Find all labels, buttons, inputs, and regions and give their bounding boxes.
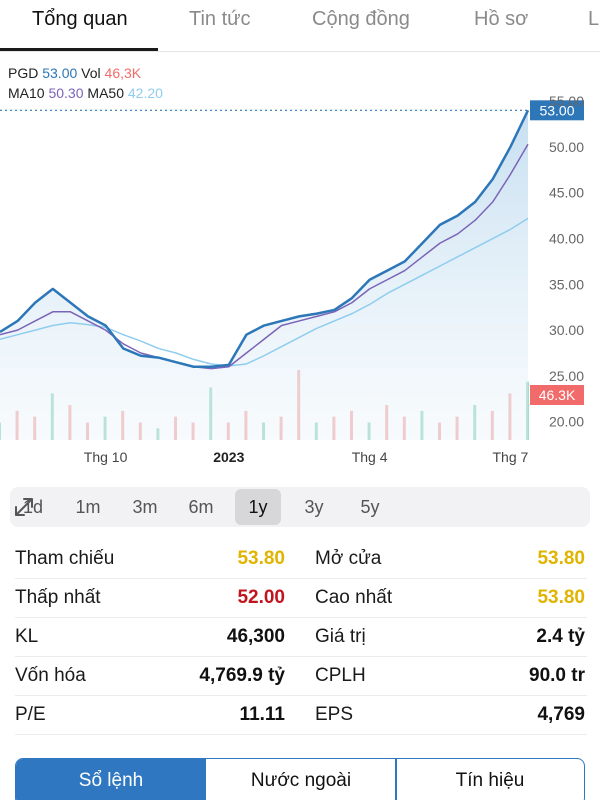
- y-tick-label: 55.00: [549, 93, 584, 109]
- legend-ma10-value: 50.30: [48, 85, 84, 101]
- y-tick-label: 20.00: [549, 414, 584, 430]
- stats-row: Tham chiếu 53.80 Mở cửa 53.80: [15, 540, 587, 579]
- stat-value: 53.80: [237, 548, 285, 569]
- tab-more[interactable]: L: [588, 8, 600, 30]
- stats-row: Thấp nhất 52.00 Cao nhất 53.80: [15, 579, 587, 618]
- tab-ho-so[interactable]: Hồ sơ: [474, 8, 529, 30]
- legend-line-2: MA10 50.30 MA50 42.20: [8, 84, 163, 102]
- stat-label: P/E: [15, 704, 46, 725]
- range-3y[interactable]: 3y: [304, 497, 324, 517]
- y-tick-label: 40.00: [549, 231, 584, 247]
- y-tick-label: 35.00: [549, 276, 584, 292]
- bottom-segmented-control: Sổ lệnh Nước ngoài Tín hiệu: [15, 758, 585, 800]
- stat-value: 53.80: [537, 587, 585, 608]
- y-tick-label: 30.00: [549, 322, 584, 338]
- price-line: [0, 109, 530, 368]
- stat-value: 2.4 tỷ: [536, 626, 585, 647]
- stat-value: 53.80: [537, 548, 585, 569]
- range-6m[interactable]: 6m: [188, 497, 214, 517]
- stats-row: KL 46,300 Giá trị 2.4 tỷ: [15, 618, 587, 657]
- price-area: [0, 110, 528, 440]
- expand-icon[interactable]: [10, 493, 38, 521]
- range-selector: 1d 1m 3m 6m 1y 3y 5y: [10, 487, 590, 527]
- ma50-line: [0, 217, 529, 367]
- segment-divider: [395, 759, 397, 800]
- active-tab-underline: [0, 48, 158, 51]
- stat-label: Giá trị: [315, 626, 366, 647]
- stat-value: 4,769: [537, 704, 585, 725]
- tab-tin-tuc[interactable]: Tin tức: [189, 8, 251, 30]
- stats-row: P/E 11.11 EPS 4,769: [15, 696, 587, 735]
- x-tick-label: Thg 10: [84, 449, 128, 465]
- legend-vol-value: 46,3K: [104, 65, 142, 81]
- x-tick-label: Thg 4: [352, 449, 388, 465]
- tab-cong-dong[interactable]: Cộng đồng: [312, 8, 410, 30]
- stat-value: 46,300: [226, 626, 285, 647]
- range-1y[interactable]: 1y: [235, 489, 281, 525]
- y-tick-label: 25.00: [549, 368, 584, 384]
- stat-value: 4,769.9 tỷ: [199, 665, 285, 686]
- stat-value: 90.0 tr: [529, 665, 585, 686]
- tab-tin-hieu[interactable]: Tín hiệu: [455, 770, 525, 791]
- stat-label: CPLH: [315, 665, 366, 686]
- range-1m[interactable]: 1m: [75, 497, 101, 517]
- price-chart[interactable]: 53.00 55.00 50.00 45.00 40.00 35.00 30.00 25.00…: [0, 52, 600, 472]
- legend-vol-label: Vol: [81, 65, 101, 81]
- legend-ma50-label: MA50: [87, 85, 124, 101]
- tab-so-lenh[interactable]: Sổ lệnh: [16, 759, 206, 800]
- stat-label: Vốn hóa: [15, 665, 86, 686]
- y-tick-label: 45.00: [549, 185, 584, 201]
- tab-nuoc-ngoai[interactable]: Nước ngoài: [250, 770, 352, 791]
- ma10-line: [0, 143, 529, 370]
- current-price-tag-label: 53.00: [539, 102, 574, 118]
- legend-pgd-label: PGD: [8, 65, 39, 81]
- stat-value: 52.00: [237, 587, 285, 608]
- range-3m[interactable]: 3m: [132, 497, 158, 517]
- stats-row: Vốn hóa 4,769.9 tỷ CPLH 90.0 tr: [15, 657, 587, 696]
- stat-label: EPS: [315, 704, 354, 725]
- current-volume-tag: [530, 385, 584, 405]
- legend-ma10-label: MA10: [8, 85, 45, 101]
- stat-label: Cao nhất: [315, 587, 393, 608]
- top-tab-bar: Tổng quan Tin tức Cộng đồng Hồ sơ L: [0, 0, 600, 52]
- y-tick-label: 50.00: [549, 139, 584, 155]
- stats-grid: Tham chiếu 53.80 Mở cửa 53.80 Thấp nhất …: [15, 540, 587, 735]
- chart-canvas[interactable]: 53.0055.0050.0045.0040.0035.0030.0025.00…: [0, 52, 600, 472]
- stat-label: Tham chiếu: [15, 548, 115, 569]
- current-price-tag: [530, 100, 584, 121]
- stat-label: Mở cửa: [315, 548, 382, 569]
- stat-value: 11.11: [239, 704, 285, 725]
- legend-ma50-value: 42.20: [127, 85, 163, 101]
- stat-label: Thấp nhất: [15, 587, 101, 608]
- x-tick-label: 2023: [213, 449, 244, 465]
- range-5y[interactable]: 5y: [360, 497, 380, 517]
- x-tick-label: Thg 7: [492, 449, 528, 465]
- stat-label: KL: [15, 626, 39, 647]
- legend-line-1: PGD 53.00 Vol 46,3K: [8, 64, 141, 82]
- tab-tong-quan[interactable]: Tổng quan: [32, 8, 128, 30]
- current-volume-tag-label: 46.3K: [539, 387, 576, 403]
- legend-pgd-value: 53.00: [42, 65, 78, 81]
